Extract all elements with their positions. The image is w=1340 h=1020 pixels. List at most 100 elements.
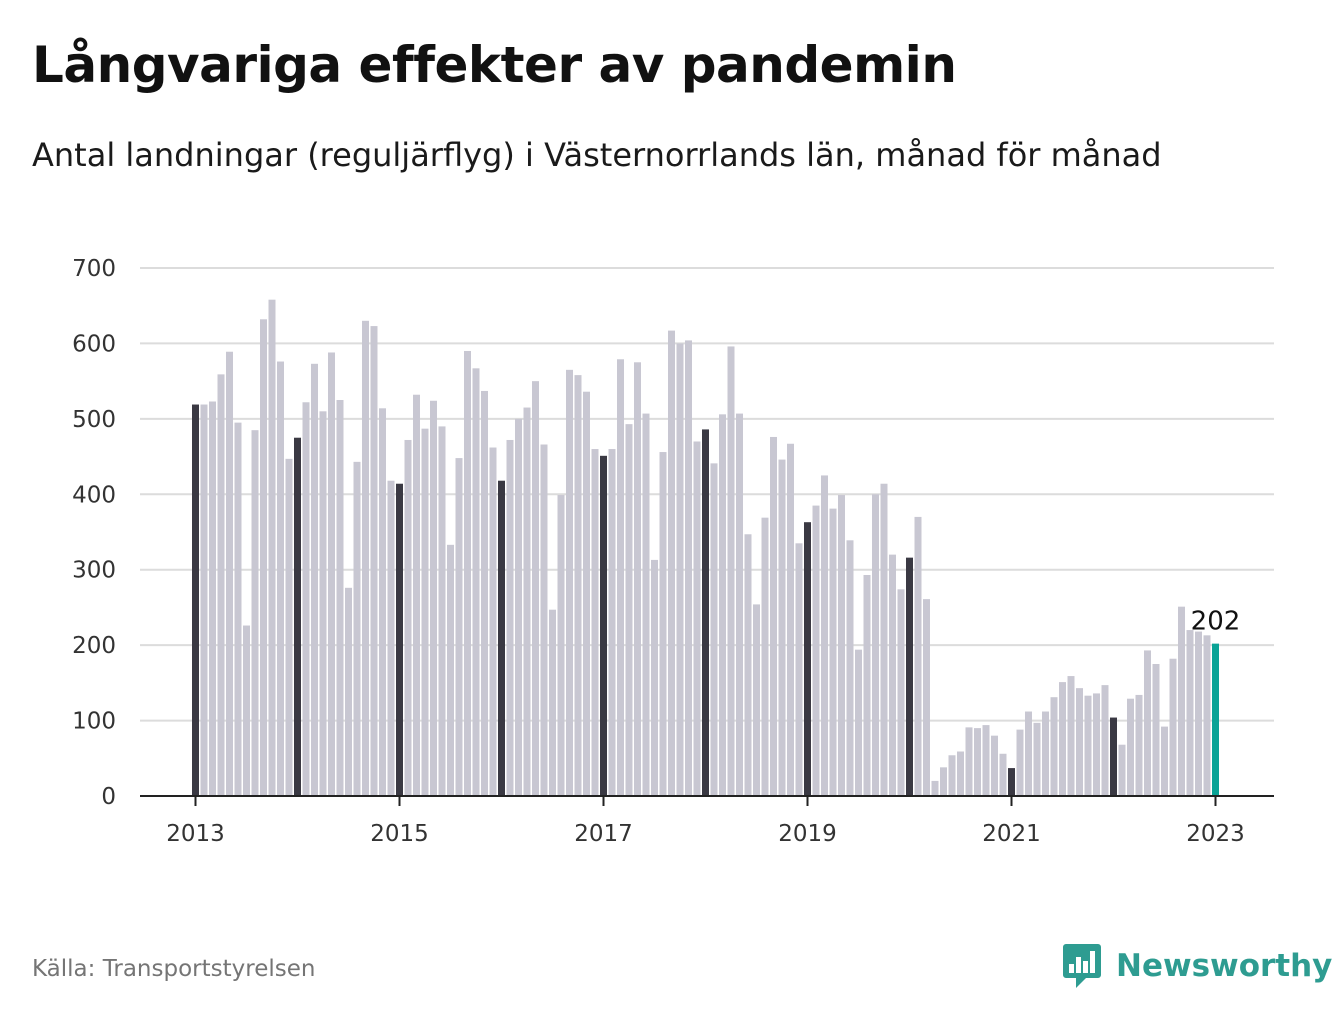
bar [761, 517, 769, 796]
bar [387, 480, 395, 796]
bar [413, 394, 420, 796]
bar [583, 391, 590, 796]
bar [702, 429, 709, 796]
bar [676, 343, 684, 796]
bar [914, 516, 922, 796]
bar [370, 326, 378, 796]
bar [608, 449, 616, 796]
bar [906, 557, 913, 796]
bar [1195, 631, 1202, 796]
x-tick-label: 2019 [778, 821, 837, 847]
bar [889, 554, 896, 796]
bar [268, 299, 276, 796]
bar [991, 735, 998, 796]
bar [685, 340, 692, 796]
bar [472, 368, 480, 796]
bar [642, 413, 650, 796]
bar [855, 649, 862, 796]
bar [787, 443, 794, 796]
bar [625, 424, 633, 796]
bar [957, 751, 964, 796]
bar [600, 455, 607, 796]
bar [778, 459, 786, 796]
bar [1127, 698, 1134, 796]
bar [1118, 744, 1126, 796]
bar [1186, 630, 1194, 796]
bar [532, 381, 539, 796]
bar [1161, 726, 1168, 796]
x-tick-label: 2013 [166, 821, 225, 847]
bar [880, 483, 888, 796]
bar [345, 587, 352, 796]
bar [693, 441, 701, 796]
y-tick-label: 100 [72, 709, 116, 735]
bar [1152, 664, 1160, 796]
bar [821, 475, 828, 796]
bar [1110, 717, 1117, 796]
bar [430, 400, 437, 796]
chart-title: Långvariga effekter av pandemin [32, 36, 957, 94]
bar [804, 522, 811, 796]
bar [549, 609, 556, 796]
x-tick-label: 2015 [370, 821, 429, 847]
bar [294, 437, 301, 796]
bar [931, 780, 939, 796]
y-tick-label: 400 [72, 482, 116, 508]
y-tick-label: 600 [72, 331, 116, 357]
bar [974, 728, 981, 796]
bar [1203, 635, 1211, 796]
chart-subtitle: Antal landningar (reguljärflyg) i Väster… [32, 136, 1162, 174]
bar [319, 411, 327, 796]
bar [1101, 685, 1109, 796]
bar [727, 346, 735, 796]
bar [498, 480, 505, 796]
y-tick-label: 700 [72, 256, 116, 282]
bar [795, 543, 803, 796]
bar [234, 422, 242, 796]
bar [634, 362, 641, 796]
bar [557, 495, 565, 796]
bar [753, 604, 760, 796]
bar [1016, 729, 1024, 796]
bar [328, 352, 335, 796]
latest-value-label: 202 [1191, 607, 1241, 637]
bar [302, 402, 310, 796]
bar [863, 574, 871, 796]
bar [421, 428, 429, 796]
bar [1169, 658, 1177, 796]
bar [940, 767, 947, 796]
x-tick-label: 2017 [574, 821, 633, 847]
bar [311, 363, 318, 796]
bar [812, 505, 820, 796]
bar [710, 463, 718, 796]
bar [260, 319, 267, 796]
bar [948, 755, 956, 796]
bar [872, 494, 879, 796]
bar [982, 725, 990, 796]
bar [1033, 722, 1041, 796]
bar [277, 361, 284, 796]
bar [226, 351, 233, 796]
bar [846, 540, 854, 796]
bar [574, 375, 582, 796]
bar [1059, 682, 1066, 796]
bar [1076, 688, 1083, 796]
newsworthy-logo-icon [1063, 944, 1101, 988]
bar [1042, 711, 1049, 796]
y-tick-label: 200 [72, 633, 116, 659]
bar [523, 407, 531, 796]
bar [1178, 606, 1185, 796]
bar [209, 401, 216, 796]
bar [481, 390, 488, 796]
bar [999, 753, 1007, 796]
bar [455, 458, 463, 796]
bar [651, 559, 658, 796]
y-tick-label: 300 [72, 558, 116, 584]
bar [1084, 695, 1092, 796]
bar [965, 727, 973, 796]
bar [379, 408, 386, 796]
bar [1008, 768, 1015, 796]
bar [838, 495, 845, 796]
bar [438, 426, 446, 796]
bar [1135, 694, 1143, 796]
